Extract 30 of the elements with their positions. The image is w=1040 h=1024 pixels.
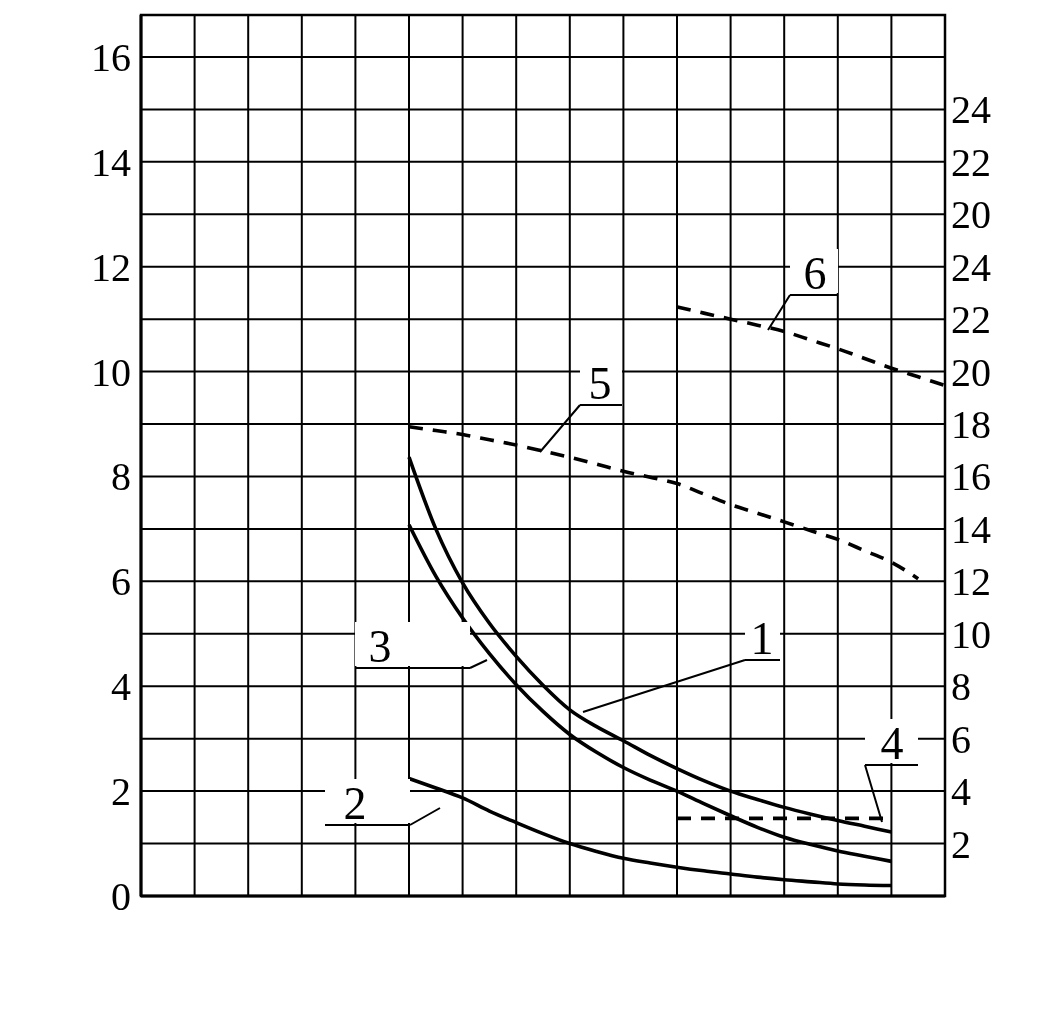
y-tick-label: 2 (111, 769, 131, 815)
annotation: 6 (803, 248, 827, 299)
y-tick-label: 14 (91, 139, 131, 185)
y2-tick-label: 8 (951, 664, 971, 710)
y-tick-label: 16 (91, 34, 131, 80)
y2-tick-label: 10 (951, 611, 991, 657)
y3-tick-label: 20 (951, 192, 991, 238)
y-tick-label: 10 (91, 349, 131, 395)
annotation: 3 (368, 621, 392, 672)
y2-tick-label: 18 (951, 402, 991, 448)
annotation: 1 (750, 613, 774, 664)
y3-tick-label: 24 (951, 87, 991, 133)
y2-tick-label: 6 (951, 716, 971, 762)
y-tick-label: 0 (111, 874, 131, 919)
y-tick-label: 6 (111, 559, 131, 605)
annotation: 4 (880, 718, 904, 769)
annotation: 5 (588, 358, 612, 409)
y-tick-label: 8 (111, 454, 131, 500)
y2-tick-label: 20 (951, 349, 991, 395)
y2-tick-label: 2 (951, 821, 971, 867)
y2-tick-label: 24 (951, 244, 991, 290)
y-tick-label: 4 (111, 664, 131, 710)
y-tick-label: 12 (91, 244, 131, 290)
y2-tick-label: 16 (951, 454, 991, 500)
y2-tick-label: 12 (951, 559, 991, 605)
y2-tick-label: 14 (951, 506, 991, 552)
y2-tick-label: 4 (951, 769, 971, 815)
y3-tick-label: 22 (951, 139, 991, 185)
annotation: 2 (343, 778, 367, 829)
y2-tick-label: 22 (951, 297, 991, 343)
